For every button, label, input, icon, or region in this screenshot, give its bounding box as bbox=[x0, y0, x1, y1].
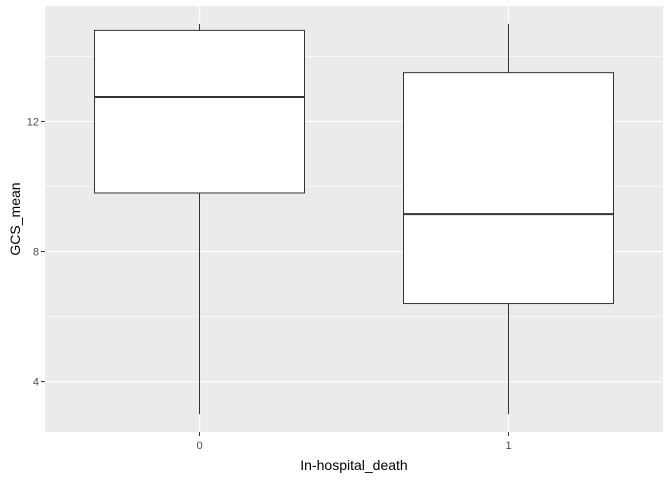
y-axis-title: GCS_mean bbox=[7, 182, 23, 255]
y-tick-label: 8 bbox=[33, 247, 39, 259]
boxes bbox=[94, 23, 614, 415]
x-axis-title: In-hospital_death bbox=[300, 457, 407, 473]
x-tick-label: 0 bbox=[196, 440, 202, 452]
iqr-box bbox=[403, 72, 614, 305]
x-tick-label: 1 bbox=[505, 440, 511, 452]
iqr-box bbox=[94, 29, 305, 194]
box-1 bbox=[403, 23, 614, 415]
box-0 bbox=[94, 23, 305, 415]
y-tick-label: 4 bbox=[33, 377, 39, 389]
y-tick-label: 12 bbox=[27, 116, 39, 128]
y-axis: 4 8 12 bbox=[27, 116, 45, 389]
